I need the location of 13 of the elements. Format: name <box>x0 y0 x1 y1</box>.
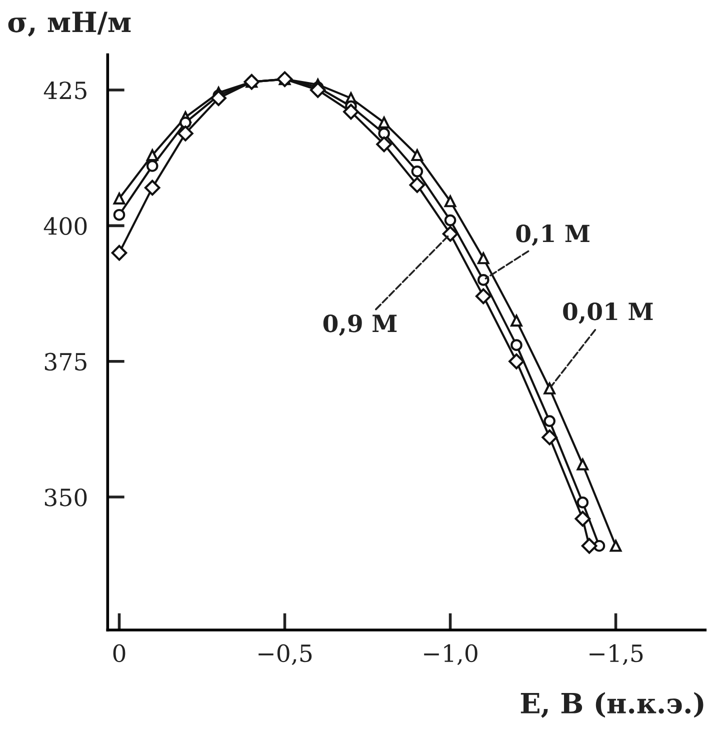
x-tick-label: −1,0 <box>424 644 478 666</box>
x-tick-label: 0 <box>113 644 126 662</box>
y-tick-label: 400 <box>44 217 87 235</box>
x-tick-label: −1,5 <box>590 644 643 666</box>
y-axis-title: σ, мН/м <box>8 12 131 37</box>
y-tick-label: 350 <box>44 488 87 506</box>
annotation: 0,9 M <box>323 314 397 336</box>
annotation: 0,1 M <box>516 224 590 246</box>
annotation: 0,01 M <box>563 302 653 324</box>
y-tick-label: 425 <box>44 81 86 100</box>
y-tick-label: 375 <box>44 352 86 371</box>
x-axis-title: E, В (н.к.э.) <box>520 692 704 718</box>
x-tick-label: −0,5 <box>258 644 312 666</box>
